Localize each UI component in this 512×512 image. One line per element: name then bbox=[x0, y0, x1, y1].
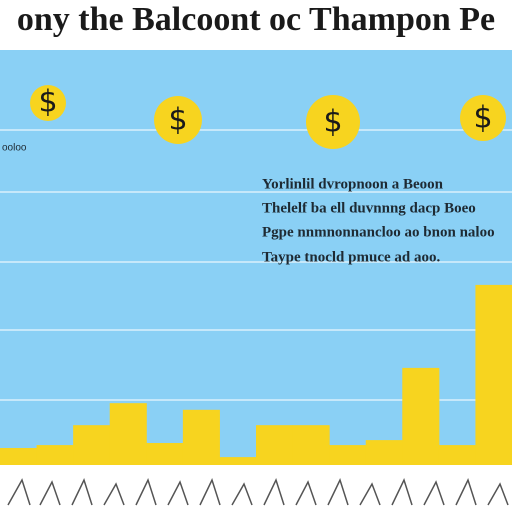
paragraph-line: Thelelf ba ell duvnnng dacp Boeo bbox=[262, 200, 476, 216]
bar bbox=[438, 445, 476, 465]
coin-symbol: $ bbox=[168, 103, 187, 138]
bar bbox=[182, 409, 220, 465]
side-label: ooloo bbox=[2, 143, 27, 154]
paragraph-line: Yorlinlil dvropnoon a Beoon bbox=[262, 176, 444, 192]
bar bbox=[365, 440, 403, 465]
bar bbox=[256, 425, 294, 465]
coin-symbol: $ bbox=[323, 105, 342, 140]
bar bbox=[329, 445, 367, 465]
header-band bbox=[0, 0, 512, 50]
bar bbox=[219, 457, 257, 465]
coin bbox=[306, 95, 360, 149]
coin bbox=[154, 96, 202, 144]
coin-symbol: $ bbox=[473, 101, 492, 136]
sketch bbox=[7, 477, 509, 506]
chart-title: ony the Balcoont oc Thampon Pe bbox=[17, 1, 495, 38]
coin-symbol: $ bbox=[38, 85, 57, 120]
coin bbox=[460, 95, 506, 141]
bar bbox=[402, 367, 440, 465]
bar bbox=[475, 284, 512, 465]
bar bbox=[36, 445, 74, 465]
bar bbox=[146, 443, 184, 465]
footer-band bbox=[0, 465, 512, 512]
bar bbox=[109, 403, 147, 465]
paragraph-line: Pgpe nnmnonnancloo ao bnon naloo bbox=[262, 224, 495, 240]
coin bbox=[30, 85, 66, 121]
coins bbox=[30, 85, 506, 149]
bar bbox=[292, 425, 330, 465]
paragraph-line: Taype tnocld pmuce ad aoo. bbox=[262, 249, 440, 265]
bars bbox=[0, 284, 512, 465]
footer-sketches bbox=[7, 477, 509, 506]
bar bbox=[0, 447, 38, 465]
bar bbox=[73, 425, 111, 465]
